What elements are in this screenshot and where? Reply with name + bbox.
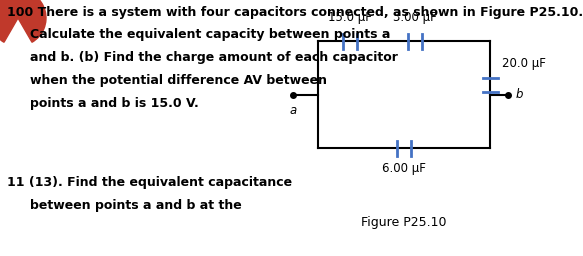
Text: b: b [516, 88, 524, 101]
Text: 100 There is a system with four capacitors connected, as shown in Figure P25.10.: 100 There is a system with four capacito… [7, 6, 583, 19]
Text: 11 (13). Find the equivalent capacitance: 11 (13). Find the equivalent capacitance [7, 176, 292, 189]
Text: when the potential difference AV between: when the potential difference AV between [30, 74, 327, 87]
Text: between points a and b at the: between points a and b at the [30, 199, 242, 212]
Text: 6.00 μF: 6.00 μF [382, 162, 426, 175]
Text: 15.0 μF: 15.0 μF [328, 11, 372, 24]
Text: and b. (b) Find the charge amount of each capacitor: and b. (b) Find the charge amount of eac… [30, 51, 398, 64]
Text: points a and b is 15.0 V.: points a and b is 15.0 V. [30, 97, 199, 110]
Text: 3.00 μF: 3.00 μF [393, 11, 437, 24]
Text: a: a [289, 104, 297, 118]
Text: 20.0 μF: 20.0 μF [502, 58, 546, 70]
Text: Calculate the equivalent capacity between points a: Calculate the equivalent capacity betwee… [30, 28, 391, 41]
Text: Figure P25.10: Figure P25.10 [361, 216, 447, 229]
Wedge shape [0, 0, 46, 42]
